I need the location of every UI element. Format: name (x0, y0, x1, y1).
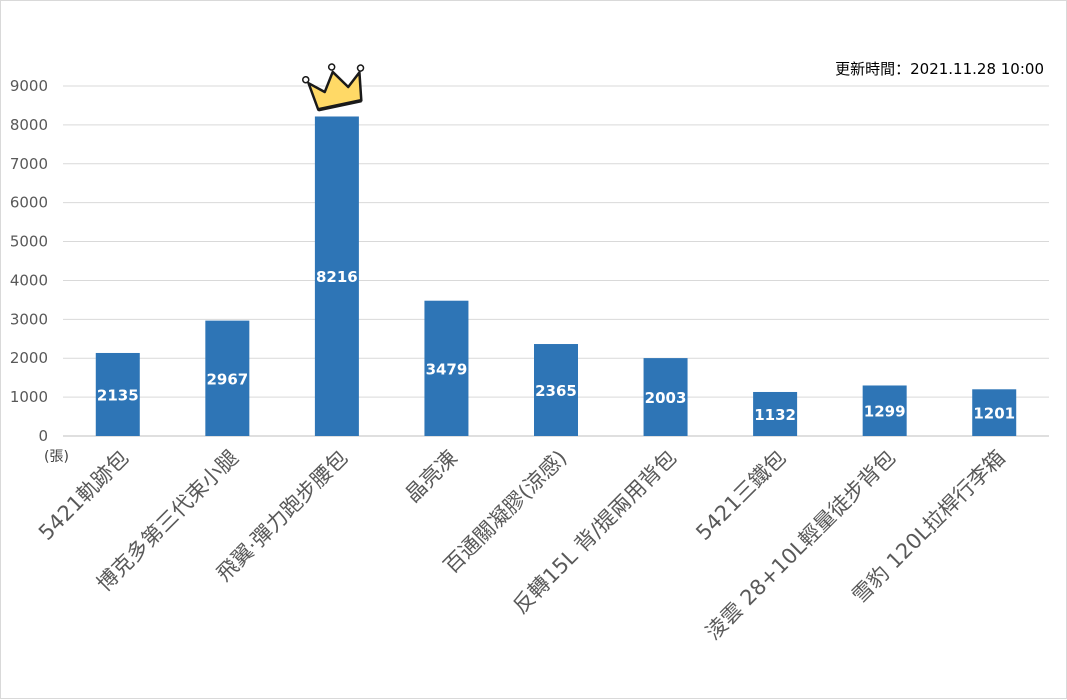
bar (862, 385, 907, 436)
bar (424, 300, 469, 436)
bar (314, 116, 359, 436)
data-labels: 2135 2967 8216 3479 2365 2003 1132 1299 1201 (97, 268, 1015, 424)
data-label: 2003 (645, 389, 687, 407)
data-label: 8216 (316, 268, 358, 286)
data-label: 3479 (426, 360, 468, 378)
y-tick-label: 0 (38, 427, 48, 445)
crown-jewel (356, 64, 365, 72)
y-tick-label: 2000 (10, 349, 48, 367)
data-label: 2967 (206, 370, 248, 388)
crown-icon (302, 63, 365, 112)
y-tick-label: 4000 (10, 271, 48, 289)
crown-base (317, 98, 362, 112)
y-tick-label: 6000 (10, 194, 48, 212)
bar (534, 344, 578, 436)
bars (95, 116, 1017, 436)
data-label: 1132 (754, 406, 796, 424)
bar (95, 352, 140, 436)
y-tick-label: 3000 (10, 310, 48, 328)
crown-body (307, 70, 363, 112)
y-tick-label: 8000 (10, 116, 48, 134)
crown-jewel (302, 75, 310, 84)
unit-label: (張) (44, 449, 69, 465)
y-tick-label: 5000 (10, 233, 48, 251)
update-time-note: 更新時間：2021.11.28 10:00 (835, 60, 1044, 78)
bar (753, 391, 798, 436)
category-label: 淩雲 28+10L輕量徒步背包 (701, 446, 900, 645)
bar (205, 320, 250, 436)
crown-jewel (327, 63, 336, 71)
bar (972, 389, 1017, 436)
y-axis: 0 1000 2000 3000 4000 5000 6000 7000 8000 9000 (10, 77, 48, 445)
data-label: 1201 (973, 405, 1015, 423)
y-tick-label: 7000 (10, 155, 48, 173)
category-label: 5421三鐵包 (691, 446, 790, 545)
y-tick-label: 9000 (10, 77, 48, 95)
data-label: 1299 (864, 403, 906, 421)
data-label: 2135 (97, 386, 139, 404)
y-tick-label: 1000 (10, 388, 48, 406)
data-label: 2365 (535, 382, 577, 400)
bar (643, 358, 688, 436)
category-label: 晶亮凍 (400, 446, 462, 508)
